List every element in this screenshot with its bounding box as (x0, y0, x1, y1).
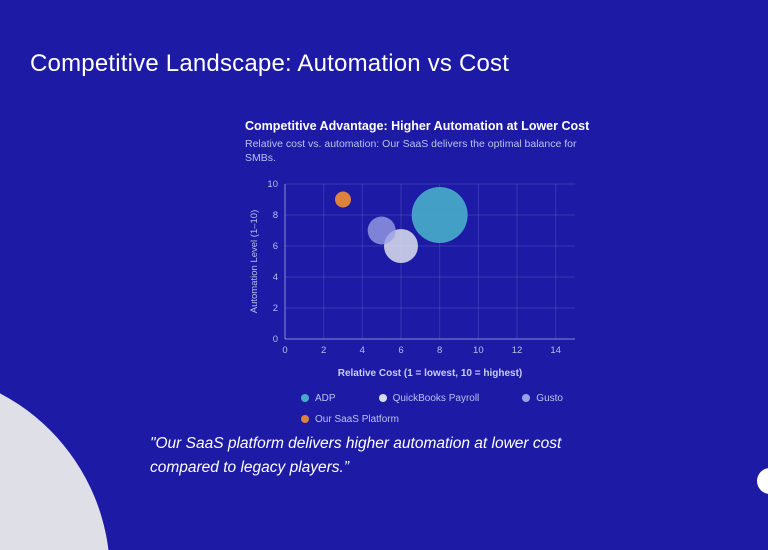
quote-line-2: compared to legacy players.” (150, 459, 350, 477)
y-tick-label: 6 (273, 241, 278, 252)
y-tick-label: 8 (273, 210, 278, 221)
x-tick-label: 0 (282, 345, 287, 356)
legend-label: Gusto (536, 392, 563, 404)
legend-dot (301, 394, 309, 403)
slide-title: Competitive Landscape: Automation vs Cos… (30, 50, 510, 77)
y-tick-label: 4 (273, 272, 278, 283)
legend-dot (378, 394, 387, 403)
decorative-circle-bottom-left (0, 370, 110, 550)
x-tick-label: 8 (437, 345, 442, 356)
y-tick-label: 10 (267, 179, 278, 190)
y-tick-label: 2 (273, 303, 278, 314)
quote-text: "Our SaaS platform delivers higher autom… (150, 432, 670, 480)
legend-label: ADP (315, 392, 336, 404)
chart-legend: ADP QuickBooks Payroll Gusto Our SaaS Platf… (301, 393, 563, 425)
legend-dot (522, 394, 531, 403)
x-tick-label: 14 (550, 345, 561, 356)
chart-title: Competitive Advantage: Higher Automation… (245, 119, 590, 133)
bubble-adp (411, 186, 468, 243)
chart-subtitle: Relative cost vs. automation: Our SaaS d… (245, 138, 577, 164)
legend-item-adp: ADP (301, 393, 336, 404)
y-tick-label: 0 (273, 334, 278, 345)
bubble-our-saas-platform (335, 191, 351, 208)
legend-dot (301, 415, 309, 424)
legend-item-our-saas-platform: Our SaaS Platform (301, 414, 563, 425)
legend-label: QuickBooks Payroll (392, 392, 480, 404)
quote-line-1: "Our SaaS platform delivers higher autom… (150, 435, 562, 452)
x-tick-label: 6 (398, 345, 403, 356)
bubble-chart: 0 2 4 6 8 10 12 14 0 2 4 6 8 10 Automation Level (1–10… (249, 179, 575, 379)
x-tick-label: 2 (321, 345, 326, 356)
x-axis-title: Relative Cost (1 = lowest, 10 = highest) (338, 368, 523, 379)
chart-block: Competitive Advantage: Higher Automation… (245, 118, 595, 425)
legend-item-quickbooks-payroll: QuickBooks Payroll (378, 392, 480, 404)
bubble-gusto (367, 216, 396, 245)
y-axis-title: Automation Level (1–10) (249, 209, 260, 313)
x-tick-label: 10 (473, 345, 484, 356)
x-tick-label: 4 (360, 345, 365, 356)
decorative-circle-right (757, 468, 768, 494)
x-tick-label: 12 (512, 345, 523, 356)
legend-item-gusto: Gusto (522, 393, 563, 404)
legend-label: Our SaaS Platform (315, 413, 399, 425)
